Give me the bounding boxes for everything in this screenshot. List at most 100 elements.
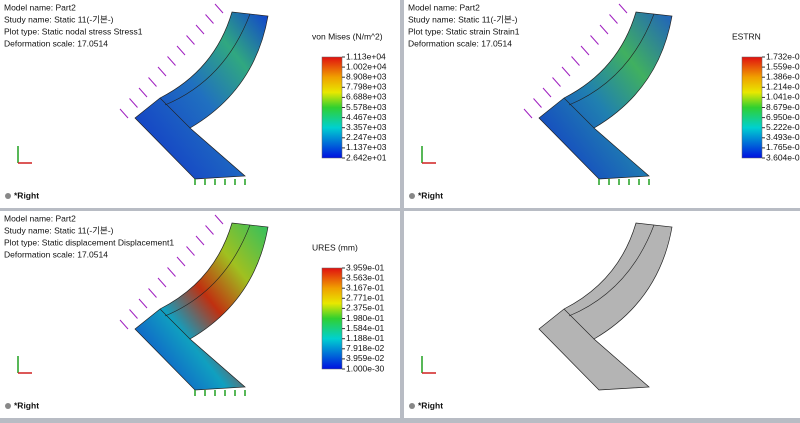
legend-label: 8.679e-03 — [766, 102, 800, 112]
viewport: *Right — [404, 211, 800, 418]
model-body — [538, 11, 673, 180]
legend-label: 5.222e-03 — [766, 122, 800, 132]
legend-label: 3.604e-05 — [766, 152, 800, 162]
legend-label: 2.642e+01 — [346, 152, 387, 162]
legend-label: 2.375e-01 — [346, 303, 385, 313]
legend-label: 3.959e-01 — [346, 262, 385, 272]
info-line: Model name: Part2 — [4, 2, 76, 12]
load-arrow — [176, 256, 186, 267]
view-icon — [5, 403, 11, 409]
legend-label: 1.765e-03 — [766, 142, 800, 152]
model-edge — [164, 224, 251, 317]
legend-label: 1.113e+04 — [346, 51, 386, 61]
color-bar — [741, 56, 763, 159]
model-edge — [159, 308, 191, 340]
load-arrow — [138, 87, 148, 98]
legend-label: 1.137e+03 — [346, 142, 387, 152]
info-line: Model name: Part2 — [4, 213, 76, 223]
load-arrow — [205, 225, 214, 235]
load-arrow — [590, 35, 599, 45]
load-arrow — [167, 267, 176, 277]
load-arrow — [129, 98, 138, 108]
color-bar — [321, 56, 343, 159]
legend-label: 7.798e+03 — [346, 82, 387, 92]
color-bar — [321, 267, 343, 370]
legend-label: 6.950e-03 — [766, 112, 800, 122]
legend-label: 1.041e-02 — [766, 92, 800, 102]
model-edge — [568, 224, 655, 317]
load-arrow — [523, 108, 533, 119]
legend-title: von Mises (N/m^2) — [312, 31, 383, 41]
load-arrow — [157, 277, 167, 288]
load-arrow — [561, 66, 571, 77]
load-arrow — [571, 56, 580, 66]
view-icon — [409, 193, 415, 199]
load-arrow — [138, 298, 148, 309]
legend-label: 2.247e+03 — [346, 132, 387, 142]
legend-label: 8.908e+03 — [346, 71, 387, 81]
load-arrow — [542, 87, 552, 98]
legend-label: 1.214e-02 — [766, 82, 800, 92]
legend-label: 1.386e-02 — [766, 71, 800, 81]
viewport: Model name: Part2 Study name: Static 11(-… — [0, 211, 400, 418]
load-arrow — [214, 3, 224, 14]
legend-label: 3.167e-01 — [346, 282, 385, 292]
info-line: Deformation scale: 17.0514 — [408, 38, 512, 48]
load-arrow — [148, 288, 157, 298]
load-arrow — [186, 246, 195, 256]
info-line: Deformation scale: 17.0514 — [4, 249, 108, 259]
model-edge — [563, 308, 595, 340]
legend-label: 3.563e-01 — [346, 272, 385, 282]
legend-label: 5.578e+03 — [346, 102, 387, 112]
load-arrow — [618, 3, 628, 14]
load-arrow — [214, 214, 224, 225]
model-body — [134, 11, 269, 180]
info-line: Study name: Static 11(-기본-) — [4, 14, 114, 24]
load-arrow — [148, 77, 157, 87]
info-line: Model name: Part2 — [408, 2, 480, 12]
info-line: Deformation scale: 17.0514 — [4, 38, 108, 48]
viewport: Model name: Part2 Study name: Static 11(-… — [404, 0, 800, 208]
model-edge — [159, 97, 191, 129]
legend-label: 1.559e-02 — [766, 61, 800, 71]
info-line: Study name: Static 11(-기본-) — [408, 14, 518, 24]
info-line: Plot type: Static nodal stress Stress1 — [4, 26, 143, 36]
legend-label: 6.688e+03 — [346, 92, 387, 102]
load-arrow — [195, 235, 205, 246]
legend-label: 4.467e+03 — [346, 112, 387, 122]
load-arrow — [167, 56, 176, 66]
load-arrow — [119, 319, 129, 330]
legend-label: 1.000e-30 — [346, 363, 385, 373]
legend-label: 1.584e-01 — [346, 323, 385, 333]
load-arrow — [205, 14, 214, 24]
load-arrow — [195, 24, 205, 35]
load-arrow — [186, 35, 195, 45]
legend-label: 1.188e-01 — [346, 333, 385, 343]
load-arrow — [580, 45, 590, 56]
view-label: *Right — [418, 190, 443, 200]
info-line: Study name: Static 11(-기본-) — [4, 225, 114, 235]
legend-title: URES (mm) — [312, 242, 358, 252]
model-body — [538, 222, 673, 391]
legend-label: 7.918e-02 — [346, 343, 385, 353]
load-arrow — [609, 14, 618, 24]
load-arrow — [533, 98, 542, 108]
model-edge — [164, 13, 251, 106]
legend-label: 1.980e-01 — [346, 313, 385, 323]
legend-label: 3.493e-03 — [766, 132, 800, 142]
legend-label: 2.771e-01 — [346, 293, 385, 303]
model-body — [134, 222, 269, 391]
load-arrow — [119, 108, 129, 119]
view-icon — [5, 193, 11, 199]
legend-label: 3.959e-02 — [346, 353, 385, 363]
view-icon — [409, 403, 415, 409]
view-label: *Right — [14, 400, 39, 410]
load-arrow — [176, 45, 186, 56]
legend-label: 3.357e+03 — [346, 122, 387, 132]
model-edge — [568, 13, 655, 106]
legend-label: 1.002e+04 — [346, 61, 387, 71]
legend-title: ESTRN — [732, 31, 761, 41]
viewport: Model name: Part2 Study name: Static 11(-… — [0, 0, 400, 208]
